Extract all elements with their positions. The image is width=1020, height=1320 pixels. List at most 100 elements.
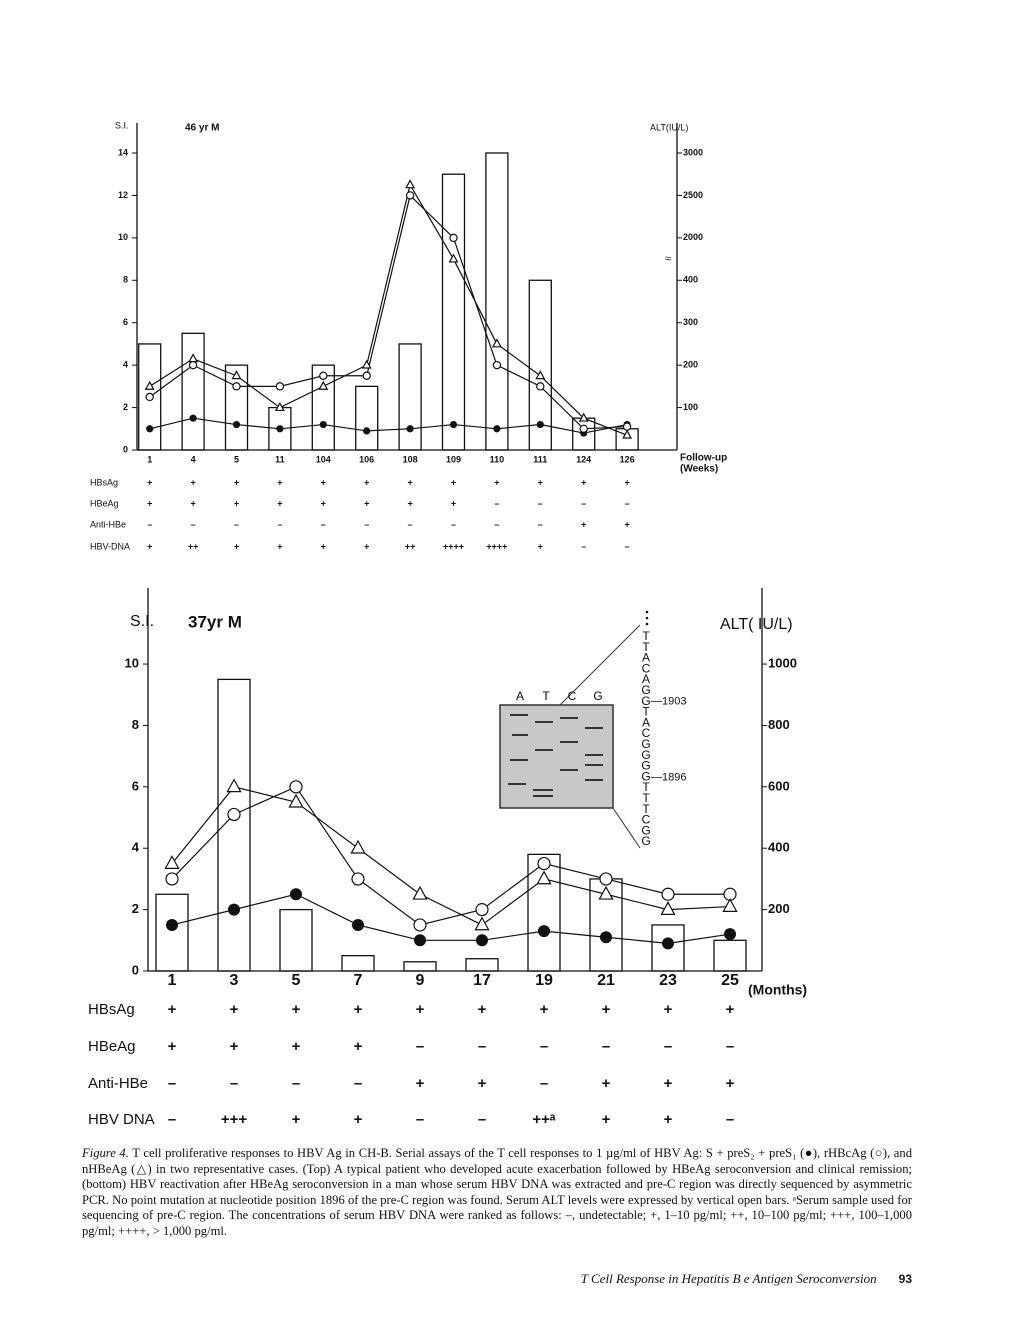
row-value: –: [416, 1038, 424, 1055]
row-value: +: [538, 477, 543, 487]
chart: 37yr M S.I. ALT( IU/L) (Months) 0 2 4 6 8 10 200 40…: [88, 588, 807, 1128]
alt-bar: [311, 364, 335, 451]
si-point: [145, 392, 154, 402]
si-point: [232, 420, 241, 429]
x-axis-label: (Months): [748, 982, 807, 998]
si-point: [536, 870, 552, 885]
x-tick-label: 23: [659, 972, 677, 989]
row-value: –: [494, 498, 499, 508]
sequence-letter: G: [641, 694, 650, 708]
si-line: [171, 786, 731, 926]
alt-bar: [181, 332, 205, 451]
si-line: [171, 893, 731, 944]
si-point: [363, 427, 371, 435]
row-value: +: [364, 498, 369, 508]
x-axis-label: Follow-up: [680, 453, 727, 464]
row-value: +: [230, 1038, 239, 1055]
sequence-letter: G: [641, 770, 650, 784]
row-value: –: [416, 1111, 424, 1128]
sequence-letter: G: [641, 759, 650, 773]
row-value: +: [451, 477, 456, 487]
y2-tick-label: 2500: [683, 190, 703, 200]
row-value: –: [538, 498, 543, 508]
alt-bar: [485, 152, 509, 451]
row-value: +: [602, 1001, 611, 1018]
si-point: [493, 425, 501, 433]
sequence-dot: [645, 610, 649, 614]
y2-tick-label: 600: [768, 778, 790, 793]
y2-tick-label: 1000: [768, 655, 797, 670]
x-tick-label: 109: [446, 454, 461, 464]
row-value: +: [602, 1111, 611, 1128]
row-value: +: [147, 498, 152, 508]
row-value: +: [664, 1075, 673, 1092]
si-point: [412, 885, 428, 900]
row-value: +: [581, 519, 586, 529]
si-point: [164, 855, 180, 869]
y-tick-label: 2: [123, 402, 128, 412]
sequence-letter: A: [642, 672, 650, 686]
si-point: [352, 918, 364, 931]
sequence-letter: G: [641, 834, 650, 848]
chart-title: 37yr M: [188, 612, 242, 631]
y-tick-label: 2: [132, 901, 139, 916]
sequence-letter: T: [642, 629, 650, 643]
row-value: +: [664, 1111, 673, 1128]
row-value: +: [292, 1001, 301, 1018]
alt-bar: [217, 678, 251, 972]
row-value: +: [321, 477, 326, 487]
row-value: –: [354, 1075, 362, 1092]
x-tick-label: 25: [721, 972, 739, 989]
sequence-letter: T: [642, 780, 650, 794]
sequence-letter: G: [641, 824, 650, 838]
y2-tick-label: 400: [768, 840, 790, 855]
y-tick-label: 8: [123, 275, 128, 285]
row-value: –: [540, 1038, 548, 1055]
alt-bar: [528, 279, 552, 451]
y2-tick-label: 300: [683, 317, 698, 327]
si-point: [722, 898, 738, 912]
row-value: +: [168, 1038, 177, 1055]
row-value: –: [664, 1038, 672, 1055]
si-point: [319, 420, 327, 429]
row-value: +: [407, 477, 412, 487]
row-value: +: [538, 541, 543, 551]
sequence-letter: C: [642, 662, 651, 676]
row-value: +: [726, 1001, 735, 1018]
row-value: –: [538, 519, 543, 529]
sequence-letter: A: [642, 651, 650, 665]
row-value: +: [416, 1075, 425, 1092]
row-label: HBV-DNA: [90, 541, 130, 551]
sequence-dot: [645, 616, 649, 620]
row-label: HBsAg: [90, 477, 118, 487]
si-point: [660, 901, 676, 916]
si-point: [227, 807, 241, 822]
row-value: +: [234, 477, 239, 487]
x-tick-label: 126: [620, 454, 635, 464]
row-value: –: [494, 519, 499, 529]
alt-bar: [155, 893, 189, 972]
si-point: [288, 793, 304, 808]
si-point: [405, 191, 415, 200]
caption: Figure 4. T cell proliferative responses…: [82, 1146, 912, 1240]
row-value: +: [407, 498, 412, 508]
row-label: HBsAg: [88, 1001, 135, 1018]
row-value: –: [230, 1075, 238, 1092]
si-point: [538, 925, 550, 938]
row-value: ++: [405, 541, 416, 551]
y2-tick-label: 200: [683, 360, 698, 370]
si-point: [475, 903, 489, 917]
x-tick-label: 4: [191, 454, 196, 464]
alt-bar: [224, 364, 249, 451]
row-value: –: [726, 1111, 734, 1128]
si-point: [319, 371, 328, 380]
row-value: +: [234, 541, 239, 551]
x-tick-label: 7: [354, 972, 363, 989]
row-value: ++++: [486, 541, 507, 551]
x-tick-label: 5: [292, 972, 301, 989]
caption-label: Figure 4.: [82, 1146, 129, 1160]
x-tick-label: 108: [403, 454, 418, 464]
si-point: [228, 903, 240, 916]
